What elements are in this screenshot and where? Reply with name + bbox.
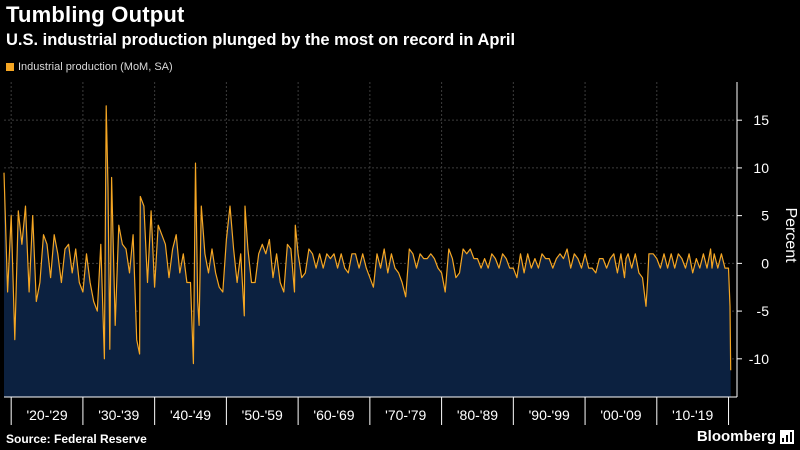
legend: Industrial production (MoM, SA) xyxy=(6,61,173,73)
x-tick-label: '20-'29 xyxy=(26,407,67,423)
chart-subtitle: U.S. industrial production plunged by th… xyxy=(6,31,516,49)
legend-swatch xyxy=(6,63,14,71)
y-tick-label: 0 xyxy=(761,255,769,271)
x-tick-label: '80-'89 xyxy=(457,407,498,423)
x-tick-label: '00-'09 xyxy=(600,407,641,423)
series-area-fill xyxy=(4,105,731,398)
x-tick-label: '10-'19 xyxy=(672,407,713,423)
x-tick-label: '40-'49 xyxy=(170,407,211,423)
x-tick-label: '30-'39 xyxy=(98,407,139,423)
series-line xyxy=(3,105,732,371)
chart-title: Tumbling Output xyxy=(6,2,185,27)
x-tick-label: '70-'79 xyxy=(385,407,426,423)
y-tick-label: 15 xyxy=(753,112,769,128)
x-tick-label: '60-'69 xyxy=(313,407,354,423)
y-axis-title: Percent xyxy=(782,207,799,263)
series-area xyxy=(3,105,732,398)
source-note: Source: Federal Reserve xyxy=(6,432,147,446)
y-tick-label: -5 xyxy=(757,303,770,319)
x-tick-label: '90-'99 xyxy=(529,407,570,423)
y-tick-label: 10 xyxy=(753,160,769,176)
x-tick-label: '50-'59 xyxy=(242,407,283,423)
brand-logo: Bloomberg xyxy=(697,428,794,445)
bloomberg-chart-icon xyxy=(780,429,794,444)
brand-text: Bloomberg xyxy=(696,428,776,445)
axes: 15 10 5 0 -5 -10 Percent '20-'29 '30-'39 '40-'49 '… xyxy=(4,82,799,425)
legend-label: Industrial production (MoM, SA) xyxy=(18,61,173,73)
y-tick-label: 5 xyxy=(761,208,769,224)
y-tick-label: -10 xyxy=(749,351,769,367)
